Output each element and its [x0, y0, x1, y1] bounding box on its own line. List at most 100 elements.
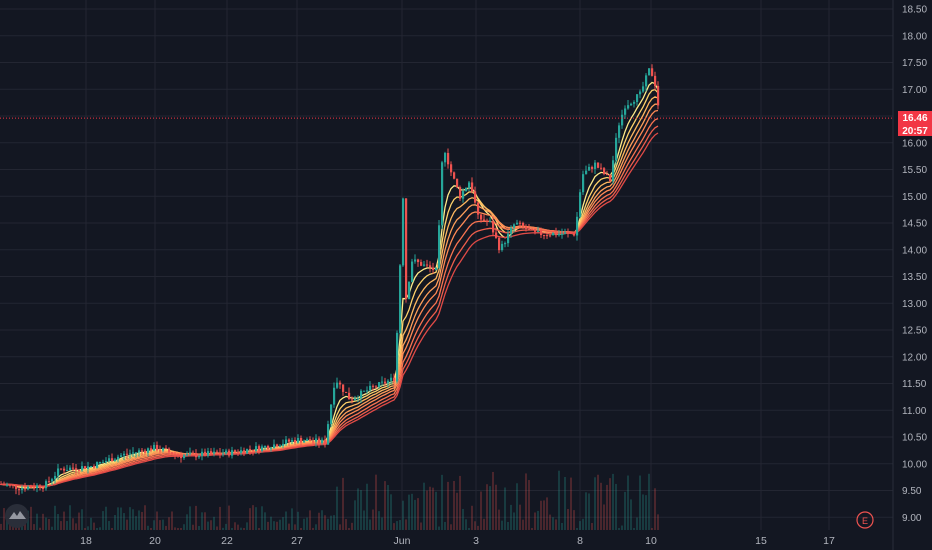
- candle-body: [642, 86, 645, 92]
- volume-bar: [33, 524, 35, 530]
- volume-bar: [210, 520, 212, 530]
- candle-body: [102, 461, 105, 463]
- volume-bar: [642, 494, 644, 530]
- time-axis[interactable]: 18 20 22 27 Jun 3 8 10 15 17: [80, 535, 835, 547]
- x-tick-label: 17: [823, 535, 835, 547]
- candle-body: [390, 377, 393, 381]
- y-tick-label: 17.00: [902, 85, 927, 96]
- volume-bar: [99, 527, 101, 530]
- volume-bar: [579, 521, 581, 530]
- volume-bar: [345, 519, 347, 530]
- volume-bar: [69, 505, 71, 530]
- candle-body: [96, 462, 99, 468]
- volume-bar: [351, 522, 353, 530]
- candle-body: [219, 452, 222, 455]
- candle-body: [648, 68, 651, 76]
- volume-bar: [366, 483, 368, 530]
- candles: [0, 64, 660, 496]
- volume-bar: [132, 509, 134, 530]
- candle-body: [195, 453, 198, 458]
- volume-bar: [489, 486, 491, 530]
- volume-bar: [597, 474, 599, 530]
- candle-body: [345, 391, 348, 393]
- candle-body: [264, 446, 267, 448]
- candle-body: [39, 485, 42, 489]
- volume-bar: [360, 490, 362, 530]
- candle-body: [255, 446, 258, 451]
- candle-body: [99, 462, 102, 464]
- candle-body: [105, 461, 108, 463]
- candle-body: [69, 467, 72, 470]
- volume-bar: [120, 507, 122, 530]
- y-tick-label: 11.00: [902, 406, 927, 417]
- candle-body: [216, 451, 219, 453]
- candle-body: [570, 232, 573, 234]
- candle-body: [543, 235, 546, 237]
- price-axis[interactable]: 18.5018.0017.5017.0016.5016.0015.5015.00…: [902, 5, 927, 524]
- volume-bar: [75, 523, 77, 530]
- candle-body: [279, 445, 282, 447]
- volume-bar: [39, 527, 41, 530]
- volume-bar: [84, 528, 86, 530]
- candle-body: [330, 404, 333, 425]
- y-tick-label: 14.00: [902, 245, 927, 256]
- candle-body: [165, 448, 168, 450]
- candle-body: [3, 484, 6, 486]
- volume-bar: [522, 519, 524, 530]
- candle-body: [312, 441, 315, 443]
- candle-body: [33, 487, 36, 489]
- volume-bar: [633, 528, 635, 530]
- y-tick-label: 10.00: [902, 459, 927, 470]
- candle-body: [633, 102, 636, 104]
- volume-bar: [36, 513, 38, 530]
- volume-bar: [60, 521, 62, 530]
- y-tick-label: 17.50: [902, 58, 927, 69]
- candle-body: [306, 439, 309, 442]
- candle-body: [477, 202, 480, 215]
- last-price-label: 16.46: [902, 113, 927, 124]
- candle-body: [159, 450, 162, 452]
- volume-bar: [63, 511, 65, 530]
- volume-bar: [573, 510, 575, 530]
- volume-bar: [264, 512, 266, 530]
- candle-body: [354, 398, 357, 401]
- volume-bar: [285, 511, 287, 530]
- volume-bar: [72, 518, 74, 530]
- volume-bar: [309, 510, 311, 530]
- candle-body: [342, 384, 345, 392]
- volume-bar: [123, 513, 125, 530]
- volume-bar: [294, 524, 296, 530]
- volume-bar: [453, 481, 455, 530]
- volume-bar: [180, 528, 182, 530]
- volume-bar: [507, 521, 509, 530]
- candle-body: [657, 86, 660, 106]
- candle-body: [177, 454, 180, 456]
- candle-body: [414, 259, 417, 262]
- earnings-marker[interactable]: E: [856, 511, 874, 529]
- volume-bar: [468, 528, 470, 530]
- volume-bar: [423, 482, 425, 530]
- candle-body: [123, 453, 126, 456]
- candle-body: [456, 178, 459, 188]
- volume-bar: [375, 474, 377, 530]
- volume-bar: [279, 519, 281, 530]
- volume-bar: [126, 519, 128, 530]
- candle-body: [333, 387, 336, 405]
- volume-bar: [648, 473, 650, 530]
- volume-bar: [657, 514, 659, 530]
- volume-bar: [258, 528, 260, 530]
- candle-body: [519, 222, 522, 224]
- candle-body: [576, 216, 579, 236]
- candle-body: [603, 168, 606, 175]
- volume-bar: [615, 483, 617, 530]
- y-tick-label: 12.00: [902, 352, 927, 363]
- tradingview-logo-icon[interactable]: [5, 504, 29, 528]
- volume-bar: [546, 497, 548, 530]
- candle-body: [462, 191, 465, 199]
- candle-body: [24, 488, 27, 490]
- candle-body: [450, 164, 453, 173]
- volume-bar: [183, 524, 185, 530]
- candle-body: [429, 265, 432, 268]
- volume-bar: [444, 521, 446, 530]
